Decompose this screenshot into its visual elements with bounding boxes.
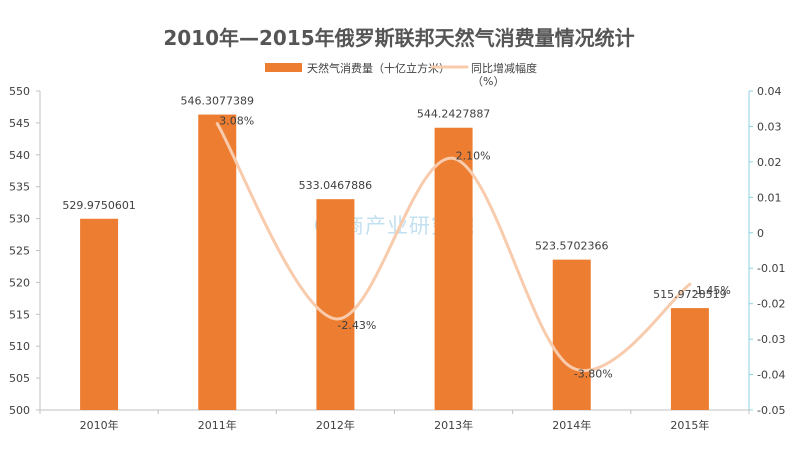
right-axis-tick-label: -0.04: [757, 369, 785, 382]
left-axis-tick-label: 510: [9, 340, 30, 353]
left-axis-tick-label: 530: [9, 213, 30, 226]
right-axis-tick-label: -0.03: [757, 333, 785, 346]
line-point-label: -1.45%: [692, 284, 731, 297]
legend-swatch-consumption: [265, 63, 302, 72]
left-axis-tick-label: 505: [9, 372, 30, 385]
left-axis-tick-label: 520: [9, 276, 30, 289]
right-axis-tick-label: 0.02: [757, 156, 782, 169]
left-axis-tick-label: 525: [9, 245, 30, 258]
bar: [552, 259, 591, 410]
line-data-labels: 3.08% -2.43% 2.10% -3.80% -1.45%: [219, 115, 731, 381]
bar: [434, 127, 473, 410]
left-axis-tick-label: 540: [9, 149, 30, 162]
bar-value-label: 529.9750601: [62, 199, 135, 212]
line-point-label: -3.80%: [574, 367, 613, 380]
bar: [670, 308, 709, 410]
bar: [80, 218, 119, 410]
left-axis-tick-label: 535: [9, 181, 30, 194]
x-axis-tick-label: 2015年: [670, 418, 709, 432]
legend-label-growth-line2: （%）: [472, 75, 504, 88]
bar: [316, 199, 355, 410]
line-series: [215, 122, 692, 372]
left-axis-ticks: 500 505 510 515 520 525 530 535 540 545 550: [9, 85, 40, 417]
right-axis-tick-label: 0: [757, 227, 764, 240]
x-axis-tick-label: 2013年: [434, 418, 473, 432]
left-axis-tick-label: 500: [9, 404, 30, 417]
right-axis-tick-label: 0.01: [757, 191, 782, 204]
x-axis-tick-label: 2012年: [316, 418, 355, 432]
bar-value-label: 546.3077389: [181, 95, 254, 108]
chart-title: 2010年—2015年俄罗斯联邦天然气消费量情况统计: [163, 26, 634, 50]
x-axis-tick-label: 2014年: [552, 418, 591, 432]
legend: 天然气消费量（十亿立方米） 同比增减幅度 （%）: [265, 61, 537, 88]
bar-value-label: 523.5702366: [535, 240, 608, 253]
x-axis-tick-label: 2010年: [80, 418, 119, 432]
right-axis-ticks: -0.05 -0.04 -0.03 -0.02 -0.01 0 0.01 0.02 0.03 0.…: [749, 85, 785, 417]
growth-line: [215, 122, 692, 372]
bar-value-label: 544.2427887: [417, 108, 490, 121]
left-axis-tick-label: 550: [9, 85, 30, 98]
line-point-label: 3.08%: [219, 115, 254, 128]
bar-value-label: 533.0467886: [299, 179, 372, 192]
left-axis-tick-label: 545: [9, 117, 30, 130]
bar-value-label: 515.9728519: [653, 288, 726, 301]
bar-data-labels: 529.9750601 546.3077389 533.0467886 544.242…: [62, 95, 726, 302]
bar: [198, 114, 237, 410]
x-axis-tick-label: 2011年: [198, 418, 237, 432]
left-axis-tick-label: 515: [9, 308, 30, 321]
right-axis-tick-label: -0.02: [757, 298, 785, 311]
legend-label-consumption: 天然气消费量（十亿立方米）: [307, 61, 450, 75]
line-point-label: 2.10%: [456, 149, 491, 162]
right-axis-tick-label: 0.04: [757, 85, 782, 98]
legend-label-growth-line1: 同比增减幅度: [471, 61, 537, 75]
line-point-label: -2.43%: [337, 319, 376, 332]
bar-series: [80, 114, 709, 410]
x-axis-ticks: 2010年 2011年 2012年 2013年 2014年 2015年: [39, 410, 750, 432]
right-axis-tick-label: -0.01: [757, 262, 785, 275]
right-axis-tick-label: 0.03: [757, 120, 782, 133]
right-axis-tick-label: -0.05: [757, 404, 785, 417]
